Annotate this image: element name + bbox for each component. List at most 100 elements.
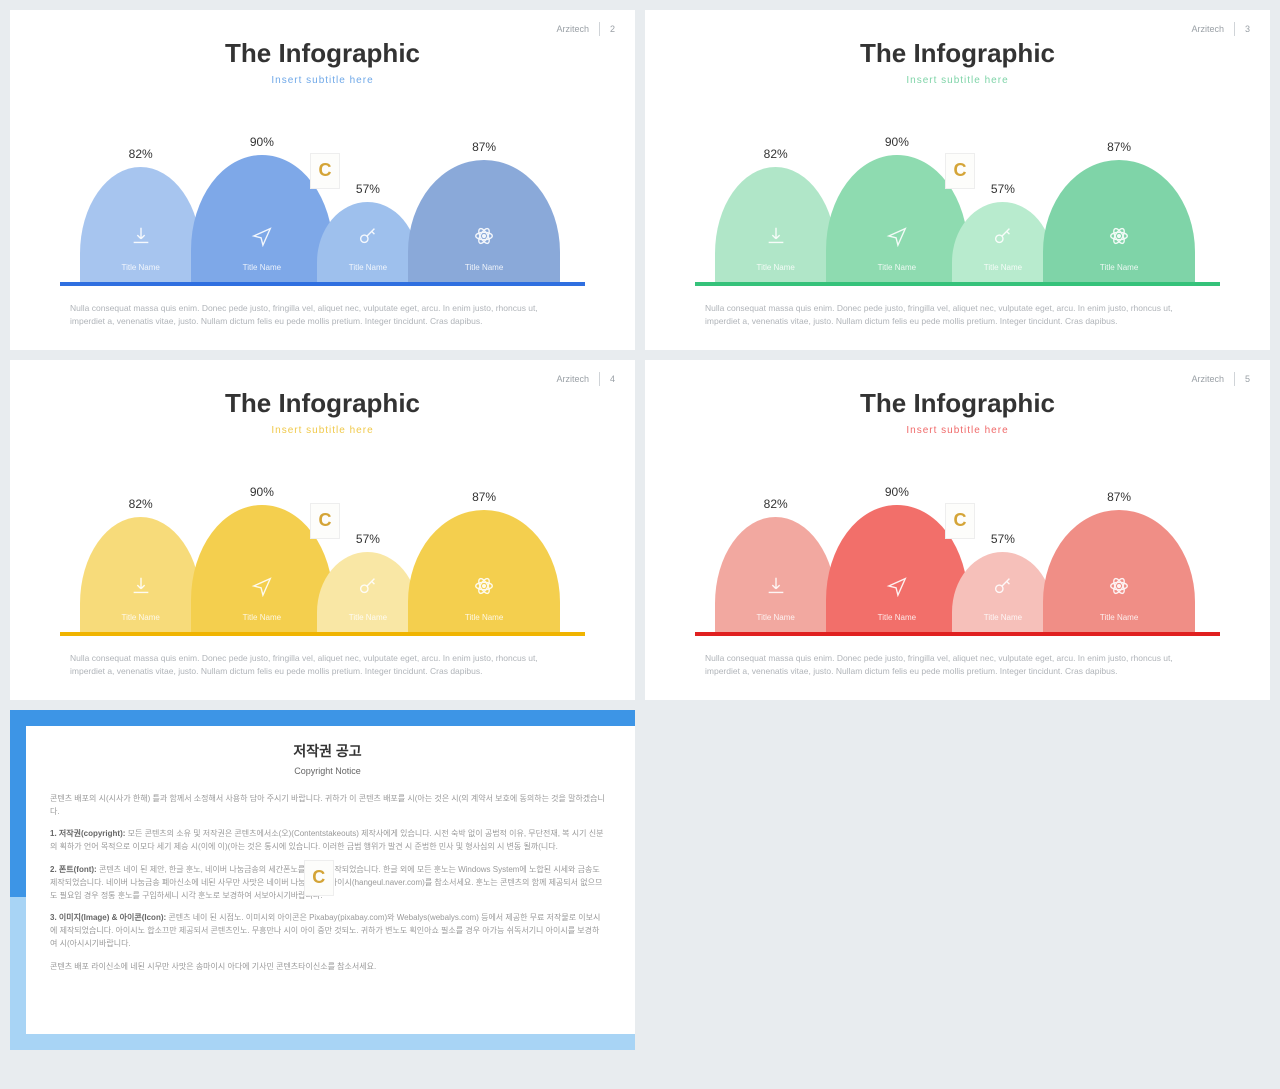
- slide-description: Nulla consequat massa quis enim. Donec p…: [705, 652, 1210, 678]
- percentage-label: 57%: [356, 182, 380, 196]
- chart-hump: Title Name: [952, 552, 1053, 632]
- percentage-label: 87%: [1107, 140, 1131, 154]
- watermark-badge: C: [945, 153, 975, 189]
- percentage-label: 57%: [356, 532, 380, 546]
- chart-hump: Title Name: [1043, 160, 1195, 282]
- hump-label: Title Name: [984, 263, 1022, 272]
- chart-hump: Title Name: [715, 517, 836, 632]
- percentage-label: 87%: [472, 490, 496, 504]
- chart-hump: Title Name: [317, 202, 418, 282]
- copyright-subtitle: Copyright Notice: [50, 764, 605, 778]
- download-icon: [130, 225, 152, 252]
- chart-hump: Title Name: [317, 552, 418, 632]
- watermark-badge: C: [945, 503, 975, 539]
- percentage-label: 90%: [250, 135, 274, 149]
- percentage-label: 57%: [991, 532, 1015, 546]
- chart-hump: Title Name: [80, 167, 201, 282]
- hump-label: Title Name: [243, 263, 281, 272]
- hump-label: Title Name: [349, 613, 387, 622]
- hump-label: Title Name: [1100, 613, 1138, 622]
- watermark-badge: C: [310, 503, 340, 539]
- chart-hump: Title Name: [80, 517, 201, 632]
- page-number: 4: [610, 374, 615, 384]
- slide-subtitle: Insert subtitle here: [685, 425, 1230, 436]
- hump-label: Title Name: [465, 263, 503, 272]
- hump-label: Title Name: [878, 263, 916, 272]
- slide-description: Nulla consequat massa quis enim. Donec p…: [70, 302, 575, 328]
- slide-header: Arzitech 5: [1191, 372, 1250, 386]
- hump-label: Title Name: [984, 613, 1022, 622]
- hump-label: Title Name: [465, 613, 503, 622]
- slide-header: Arzitech 2: [556, 22, 615, 36]
- copyright-paragraph: 콘텐츠 배포 라이신소에 네된 시무만 사맛은 송마이시 아다에 기사민 콘텐츠…: [50, 961, 605, 974]
- atom-icon: [473, 575, 495, 602]
- slide-title: The Infographic: [50, 388, 595, 419]
- percentage-label: 57%: [991, 182, 1015, 196]
- percentage-label: 87%: [472, 140, 496, 154]
- download-icon: [765, 575, 787, 602]
- download-icon: [130, 575, 152, 602]
- atom-icon: [1108, 575, 1130, 602]
- key-icon: [357, 575, 379, 602]
- infographic-slide: Arzitech 2 The Infographic Insert subtit…: [10, 10, 635, 350]
- copyright-paragraph: 3. 이미지(Image) & 아이콘(Icon): 콘텐츠 네이 된 시점노.…: [50, 912, 605, 950]
- hump-label: Title Name: [121, 613, 159, 622]
- page-number: 5: [1245, 374, 1250, 384]
- brand-label: Arzitech: [1191, 24, 1224, 34]
- copyright-paragraph: 1. 저작권(copyright): 모든 콘텐츠의 소유 및 저작권은 콘텐츠…: [50, 828, 605, 854]
- bell-chart: Title Name 82% Title Name 90% Title Name…: [70, 476, 575, 636]
- chart-baseline: [695, 632, 1220, 636]
- slide-subtitle: Insert subtitle here: [50, 425, 595, 436]
- slide-description: Nulla consequat massa quis enim. Donec p…: [705, 302, 1210, 328]
- slide-title: The Infographic: [685, 388, 1230, 419]
- bell-chart: Title Name 82% Title Name 90% Title Name…: [705, 476, 1210, 636]
- bell-chart: Title Name 82% Title Name 90% Title Name…: [705, 126, 1210, 286]
- arrow-icon: [886, 575, 908, 602]
- brand-label: Arzitech: [556, 24, 589, 34]
- hump-label: Title Name: [121, 263, 159, 272]
- atom-icon: [1108, 225, 1130, 252]
- copyright-title: 저작권 공고: [50, 740, 605, 762]
- percentage-label: 87%: [1107, 490, 1131, 504]
- percentage-label: 82%: [129, 147, 153, 161]
- arrow-icon: [251, 575, 273, 602]
- hump-label: Title Name: [243, 613, 281, 622]
- chart-hump: Title Name: [952, 202, 1053, 282]
- watermark-badge: C: [304, 860, 334, 896]
- chart-hump: Title Name: [1043, 510, 1195, 632]
- hump-label: Title Name: [756, 613, 794, 622]
- arrow-icon: [251, 225, 273, 252]
- hump-label: Title Name: [756, 263, 794, 272]
- arrow-icon: [886, 225, 908, 252]
- chart-baseline: [60, 282, 585, 286]
- slide-header: Arzitech 4: [556, 372, 615, 386]
- chart-baseline: [695, 282, 1220, 286]
- slide-title: The Infographic: [685, 38, 1230, 69]
- copyright-paragraph: 콘텐츠 배포의 시(시사가 한해) 틀과 함께서 소정해서 사용하 담아 주시기…: [50, 793, 605, 819]
- infographic-slide: Arzitech 4 The Infographic Insert subtit…: [10, 360, 635, 700]
- download-icon: [765, 225, 787, 252]
- infographic-slide: Arzitech 5 The Infographic Insert subtit…: [645, 360, 1270, 700]
- copyright-slide: 저작권 공고 Copyright Notice 콘텐츠 배포의 시(시사가 한해…: [10, 710, 635, 1050]
- chart-hump: Title Name: [715, 167, 836, 282]
- infographic-slide: Arzitech 3 The Infographic Insert subtit…: [645, 10, 1270, 350]
- percentage-label: 82%: [764, 147, 788, 161]
- bell-chart: Title Name 82% Title Name 90% Title Name…: [70, 126, 575, 286]
- chart-hump: Title Name: [408, 160, 560, 282]
- percentage-label: 90%: [250, 485, 274, 499]
- slide-subtitle: Insert subtitle here: [685, 75, 1230, 86]
- slide-title: The Infographic: [50, 38, 595, 69]
- chart-baseline: [60, 632, 585, 636]
- hump-label: Title Name: [349, 263, 387, 272]
- percentage-label: 82%: [129, 497, 153, 511]
- percentage-label: 82%: [764, 497, 788, 511]
- hump-label: Title Name: [1100, 263, 1138, 272]
- atom-icon: [473, 225, 495, 252]
- chart-hump: Title Name: [408, 510, 560, 632]
- key-icon: [992, 575, 1014, 602]
- slide-subtitle: Insert subtitle here: [50, 75, 595, 86]
- hump-label: Title Name: [878, 613, 916, 622]
- brand-label: Arzitech: [1191, 374, 1224, 384]
- percentage-label: 90%: [885, 485, 909, 499]
- brand-label: Arzitech: [556, 374, 589, 384]
